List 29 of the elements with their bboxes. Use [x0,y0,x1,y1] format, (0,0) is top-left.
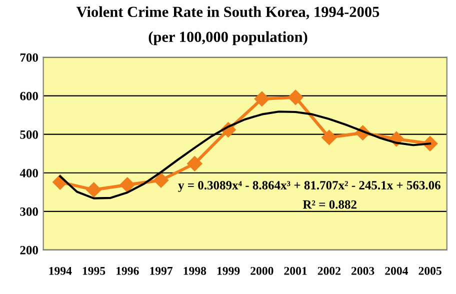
chart-title: Violent Crime Rate in South Korea, 1994-2005 [76,6,380,20]
x-tick-label: 2001 [284,266,307,275]
x-tick-label: 1998 [184,266,206,275]
y-tick-label: 700 [20,53,38,62]
y-tick-label: 400 [20,168,38,178]
x-tick-label: 2005 [418,266,442,275]
y-tick-label: 500 [20,130,38,139]
x-tick-label: 2000 [250,266,274,275]
point [86,182,102,198]
x-tick-label: 2002 [318,266,340,275]
x-tick-label: 1995 [82,266,106,275]
y-tick-label: 600 [20,92,38,100]
y-tick-label: 300 [20,207,38,216]
x-tick-label: 1996 [116,266,139,275]
point [254,91,270,106]
annotation: R² = 0.882 [302,200,356,209]
x-tick-label: 2004 [385,266,408,275]
point [120,177,135,192]
x-tick-label: 2003 [351,266,374,275]
x-tick-label: 1999 [217,266,240,275]
y-tick-label: 200 [20,246,38,254]
point [322,130,337,146]
point [288,90,304,105]
point [153,172,169,188]
annotation: y = 0.3089x⁴ - 8.864x³ + 81.707x² - 245.1x + 563.06 [178,181,440,192]
chart-subtitle: (per 100,000 population) [148,31,308,46]
x-tick-label: 1994 [49,266,72,275]
point [187,156,202,172]
x-tick-label: 1997 [150,266,173,275]
